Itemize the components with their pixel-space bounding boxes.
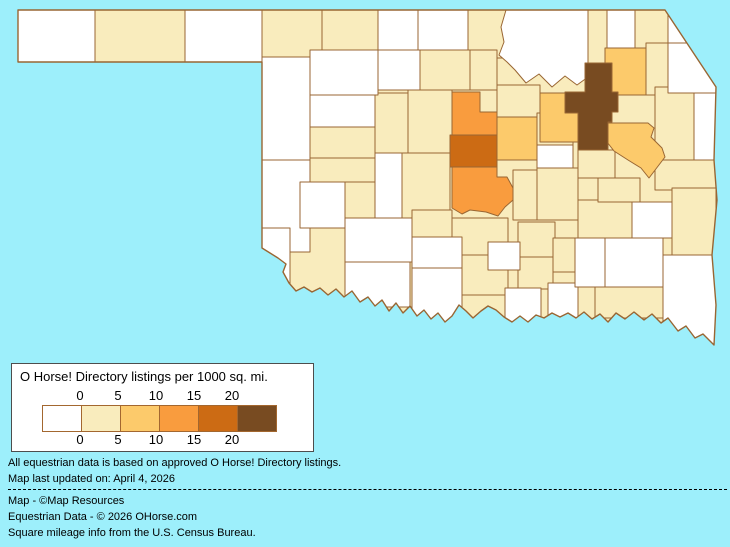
legend-swatch-4 (198, 405, 238, 432)
county-johnston (517, 256, 554, 290)
county-west-of-kingfisher (407, 89, 453, 156)
county-cimarron (18, 10, 96, 63)
legend-swatch-3 (159, 405, 199, 432)
county-blaine (374, 92, 409, 156)
county-pontotoc (517, 221, 556, 258)
county-custer (309, 157, 376, 183)
note-data-source: All equestrian data is based on approved… (8, 457, 342, 469)
county-oklahoma (496, 116, 538, 161)
county-dewey (309, 126, 376, 159)
county-kiowa (299, 181, 346, 229)
state-outline (17, 9, 718, 346)
county-stephens (411, 236, 463, 269)
county-woodward (309, 49, 379, 96)
county-murray (487, 241, 521, 271)
county-alfalfa (377, 10, 419, 53)
county-texas (94, 10, 186, 63)
county-pittsburg (577, 199, 633, 239)
county-atoka (574, 237, 606, 288)
county-grady (411, 209, 453, 238)
county-cotton (344, 261, 411, 308)
legend-tick: 5 (114, 432, 122, 447)
legend-swatch-2 (120, 405, 160, 432)
dashed-divider (8, 489, 727, 490)
county-noble (469, 49, 498, 91)
county-cleveland (451, 166, 514, 217)
county-okmulgee (577, 149, 616, 179)
county-mccurtain (662, 254, 717, 345)
county-coal (552, 237, 576, 273)
credit-equestrian-data: Equestrian Data - © 2026 OHorse.com (8, 511, 198, 523)
county-adair (693, 92, 717, 161)
county-major (377, 49, 421, 91)
legend-tick: 20 (224, 432, 240, 447)
legend-tick: 20 (224, 388, 240, 403)
legend-ticks-top: 0 5 10 15 20 (12, 388, 313, 403)
county-sequoyah (654, 159, 717, 191)
county-comanche (344, 217, 413, 263)
county-ottawa (667, 10, 709, 44)
legend-tick: 0 (76, 388, 84, 403)
county-grant (417, 10, 469, 51)
legend-tick: 15 (186, 432, 202, 447)
county-tulsa (564, 62, 619, 151)
legend-title: O Horse! Directory listings per 1000 sq.… (20, 369, 268, 384)
legend-tick: 10 (148, 388, 164, 403)
county-canadian (449, 134, 498, 168)
county-payne (496, 84, 541, 118)
legend-tick: 10 (148, 432, 164, 447)
county-washita (374, 152, 403, 219)
county-beaver (184, 10, 263, 63)
legend-tick: 5 (114, 388, 122, 403)
note-last-updated: Map last updated on: April 4, 2026 (8, 473, 175, 485)
county-garfield (419, 49, 471, 91)
legend-swatch-5 (237, 405, 277, 432)
county-okfuskee (536, 144, 574, 169)
county-ellis (261, 56, 311, 161)
legend-color-ramp (42, 405, 277, 432)
legend-tick: 15 (186, 388, 202, 403)
credit-map: Map - ©Map Resources (8, 495, 125, 507)
county-latimer (631, 201, 673, 239)
county-choctaw (594, 286, 664, 319)
legend-swatch-0 (42, 405, 82, 432)
county-pushmataha (604, 237, 664, 288)
county-wagoner-muskogee (606, 122, 666, 179)
county-leflore (671, 187, 717, 256)
county-caddo (401, 152, 451, 219)
legend-swatch-1 (81, 405, 121, 432)
credit-census: Square mileage info from the U.S. Census… (8, 527, 256, 539)
legend-box: O Horse! Directory listings per 1000 sq.… (11, 363, 314, 452)
county-pottawatomie (512, 169, 538, 221)
legend-tick: 0 (76, 432, 84, 447)
county-seminole (536, 167, 579, 221)
county-dewey-north (309, 94, 376, 128)
county-mcintosh (597, 177, 641, 203)
legend-ticks-bottom: 0 5 10 15 20 (12, 432, 313, 447)
